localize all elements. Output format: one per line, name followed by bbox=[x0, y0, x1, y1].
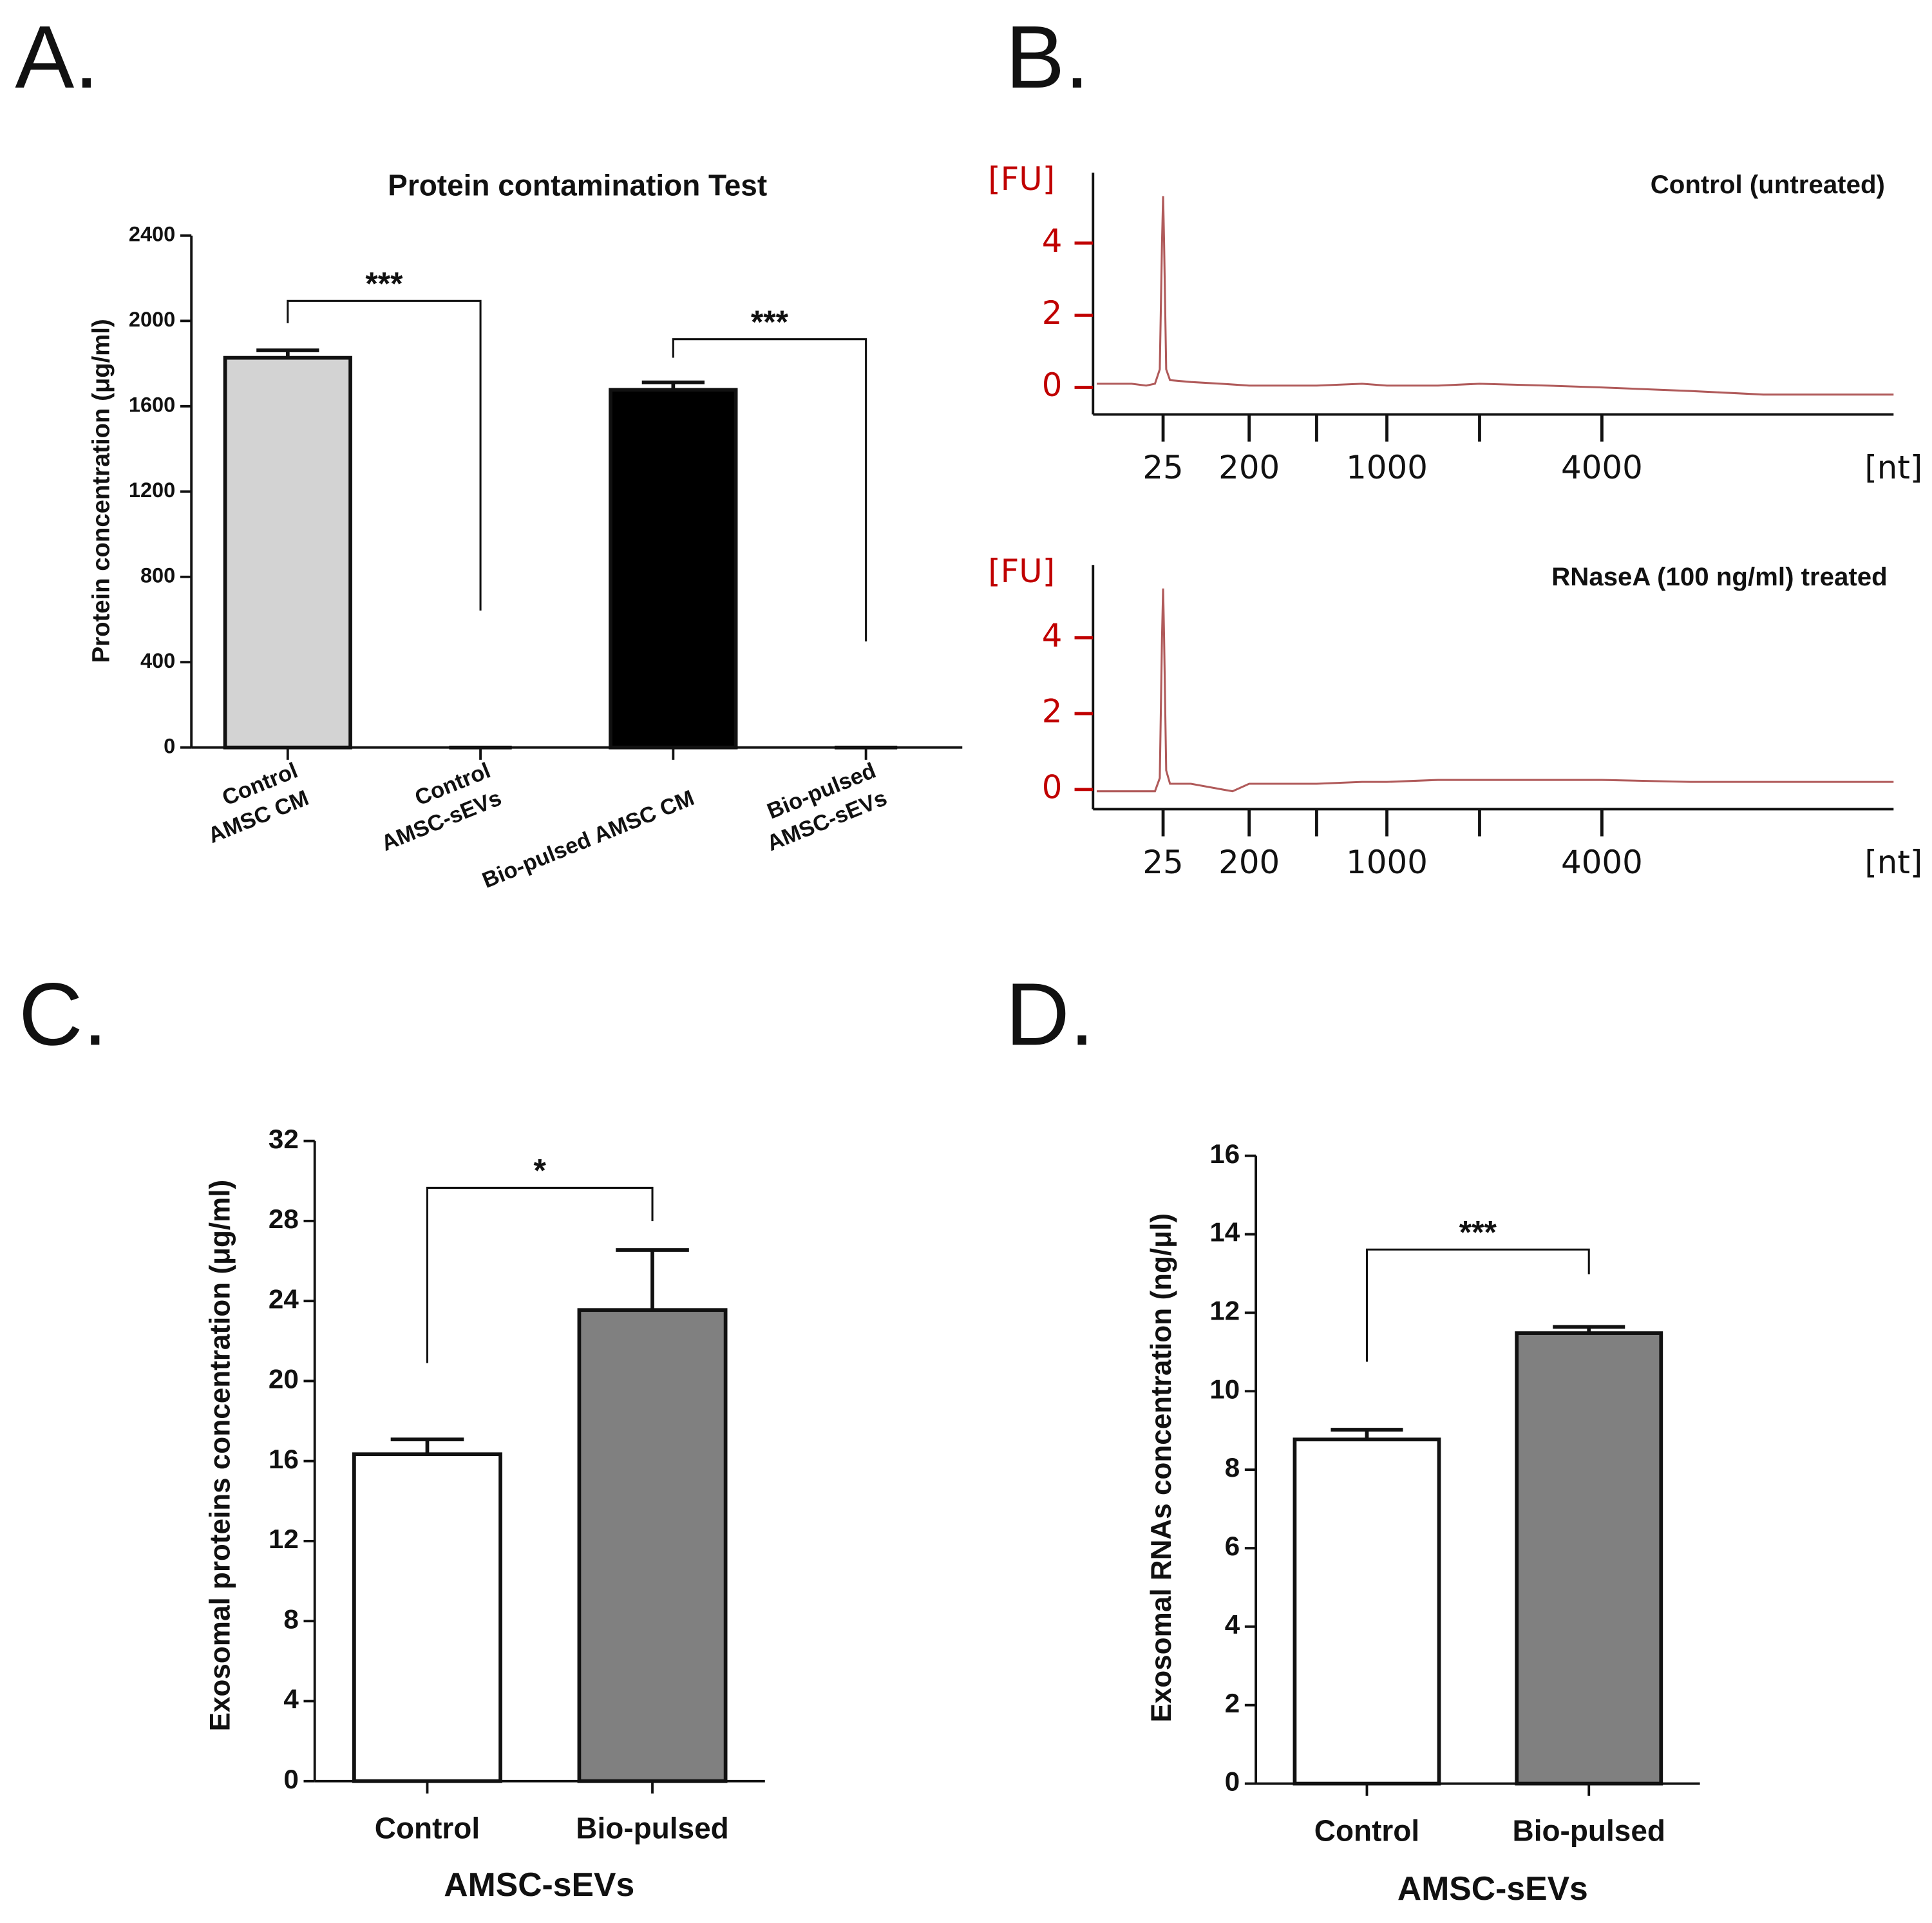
y-tick-label: 2 bbox=[1042, 693, 1063, 730]
y-tick-label: 4 bbox=[1042, 222, 1063, 260]
x-tick-label: Bio-pulsed bbox=[576, 1811, 728, 1844]
panel-label: D. bbox=[1005, 965, 1094, 1064]
bar bbox=[1515, 1331, 1663, 1786]
bar bbox=[223, 355, 352, 750]
x-tick-label: 200 bbox=[1218, 844, 1280, 881]
y-tick-label: 14 bbox=[1209, 1217, 1240, 1247]
y-tick-label: 12 bbox=[1209, 1296, 1240, 1326]
y-tick-label: 4 bbox=[1042, 617, 1063, 654]
y-tick-label: 32 bbox=[269, 1124, 299, 1154]
bar bbox=[352, 1452, 502, 1783]
y-axis-label: [FU] bbox=[988, 160, 1055, 198]
bar bbox=[609, 388, 738, 750]
significance-bracket bbox=[1365, 1248, 1590, 1362]
x-tick-label: 1000 bbox=[1346, 844, 1428, 881]
y-tick-label: 20 bbox=[269, 1364, 299, 1394]
x-tick-label-group: Bio-pulsed AMSC CM bbox=[479, 786, 698, 893]
x-tick-label: 25 bbox=[1142, 844, 1183, 881]
significance-label: * bbox=[534, 1153, 547, 1189]
y-tick-label: 0 bbox=[283, 1764, 298, 1794]
y-tick-label: 16 bbox=[1209, 1139, 1240, 1169]
significance-bracket bbox=[426, 1186, 654, 1363]
x-axis-label: AMSC-sEVs bbox=[444, 1866, 634, 1903]
trace-line bbox=[1097, 588, 1894, 793]
y-tick-label: 16 bbox=[269, 1444, 299, 1474]
y-tick-label: 12 bbox=[269, 1524, 299, 1554]
y-tick-label: 28 bbox=[269, 1204, 299, 1234]
y-tick-label: 2 bbox=[1225, 1688, 1240, 1718]
panel-label: C. bbox=[19, 965, 108, 1064]
y-tick-label: 8 bbox=[1225, 1452, 1240, 1483]
bar bbox=[1293, 1437, 1441, 1786]
y-axis-label: [FU] bbox=[988, 553, 1055, 590]
y-tick-label: 0 bbox=[164, 734, 175, 757]
y-tick-label: 400 bbox=[140, 649, 175, 672]
x-tick-label: Bio-pulsed AMSC CM bbox=[479, 786, 698, 893]
significance-label: *** bbox=[1459, 1214, 1497, 1250]
x-axis-label: [nt] bbox=[1864, 844, 1922, 881]
significance-label: *** bbox=[365, 266, 403, 302]
x-axis-label: AMSC-sEVs bbox=[1397, 1870, 1588, 1907]
y-tick-label: 1200 bbox=[129, 478, 175, 502]
y-tick-label: 10 bbox=[1209, 1374, 1240, 1404]
y-tick-label: 800 bbox=[140, 564, 175, 587]
significance-label: *** bbox=[751, 304, 789, 340]
y-tick-label: 0 bbox=[1225, 1767, 1240, 1797]
significance-bracket bbox=[672, 338, 867, 641]
chart-title: RNaseA (100 ng/ml) treated bbox=[1551, 562, 1888, 591]
y-tick-label: 4 bbox=[1225, 1609, 1240, 1640]
y-tick-label: 8 bbox=[283, 1604, 298, 1634]
x-axis-label: [nt] bbox=[1864, 449, 1922, 486]
y-tick-label: 2000 bbox=[129, 308, 175, 331]
y-axis-label: Exosomal proteins concentration (μg/ml) bbox=[205, 1180, 236, 1732]
y-tick-label: 2400 bbox=[129, 222, 175, 245]
x-tick-label: Control bbox=[375, 1811, 480, 1844]
x-tick-label: Control bbox=[1314, 1814, 1419, 1847]
x-tick-label: 1000 bbox=[1346, 449, 1428, 486]
x-tick-label: 200 bbox=[1218, 449, 1280, 486]
y-tick-label: 6 bbox=[1225, 1531, 1240, 1561]
x-tick-label: 25 bbox=[1142, 449, 1183, 486]
bar bbox=[577, 1308, 728, 1783]
y-tick-label: 2 bbox=[1042, 294, 1063, 332]
y-tick-label: 24 bbox=[269, 1284, 299, 1314]
y-tick-label: 4 bbox=[283, 1684, 299, 1714]
panel-label: B. bbox=[1005, 8, 1089, 107]
y-tick-label: 0 bbox=[1042, 366, 1063, 404]
y-axis-label: Protein concentration (μg/ml) bbox=[87, 319, 115, 663]
trace-line bbox=[1097, 196, 1894, 396]
x-tick-label: Bio-pulsed bbox=[1513, 1814, 1665, 1847]
panel-label: A. bbox=[15, 8, 99, 107]
chart-title: Control (untreated) bbox=[1651, 170, 1885, 199]
chart-title: Protein contamination Test bbox=[388, 168, 767, 202]
significance-bracket bbox=[287, 299, 482, 611]
y-tick-label: 1600 bbox=[129, 393, 175, 416]
x-tick-label: 4000 bbox=[1561, 844, 1643, 881]
y-tick-label: 0 bbox=[1042, 768, 1063, 806]
y-axis-label: Exosomal RNAs concentration (ng/μl) bbox=[1146, 1213, 1177, 1723]
x-tick-label: 4000 bbox=[1561, 449, 1643, 486]
